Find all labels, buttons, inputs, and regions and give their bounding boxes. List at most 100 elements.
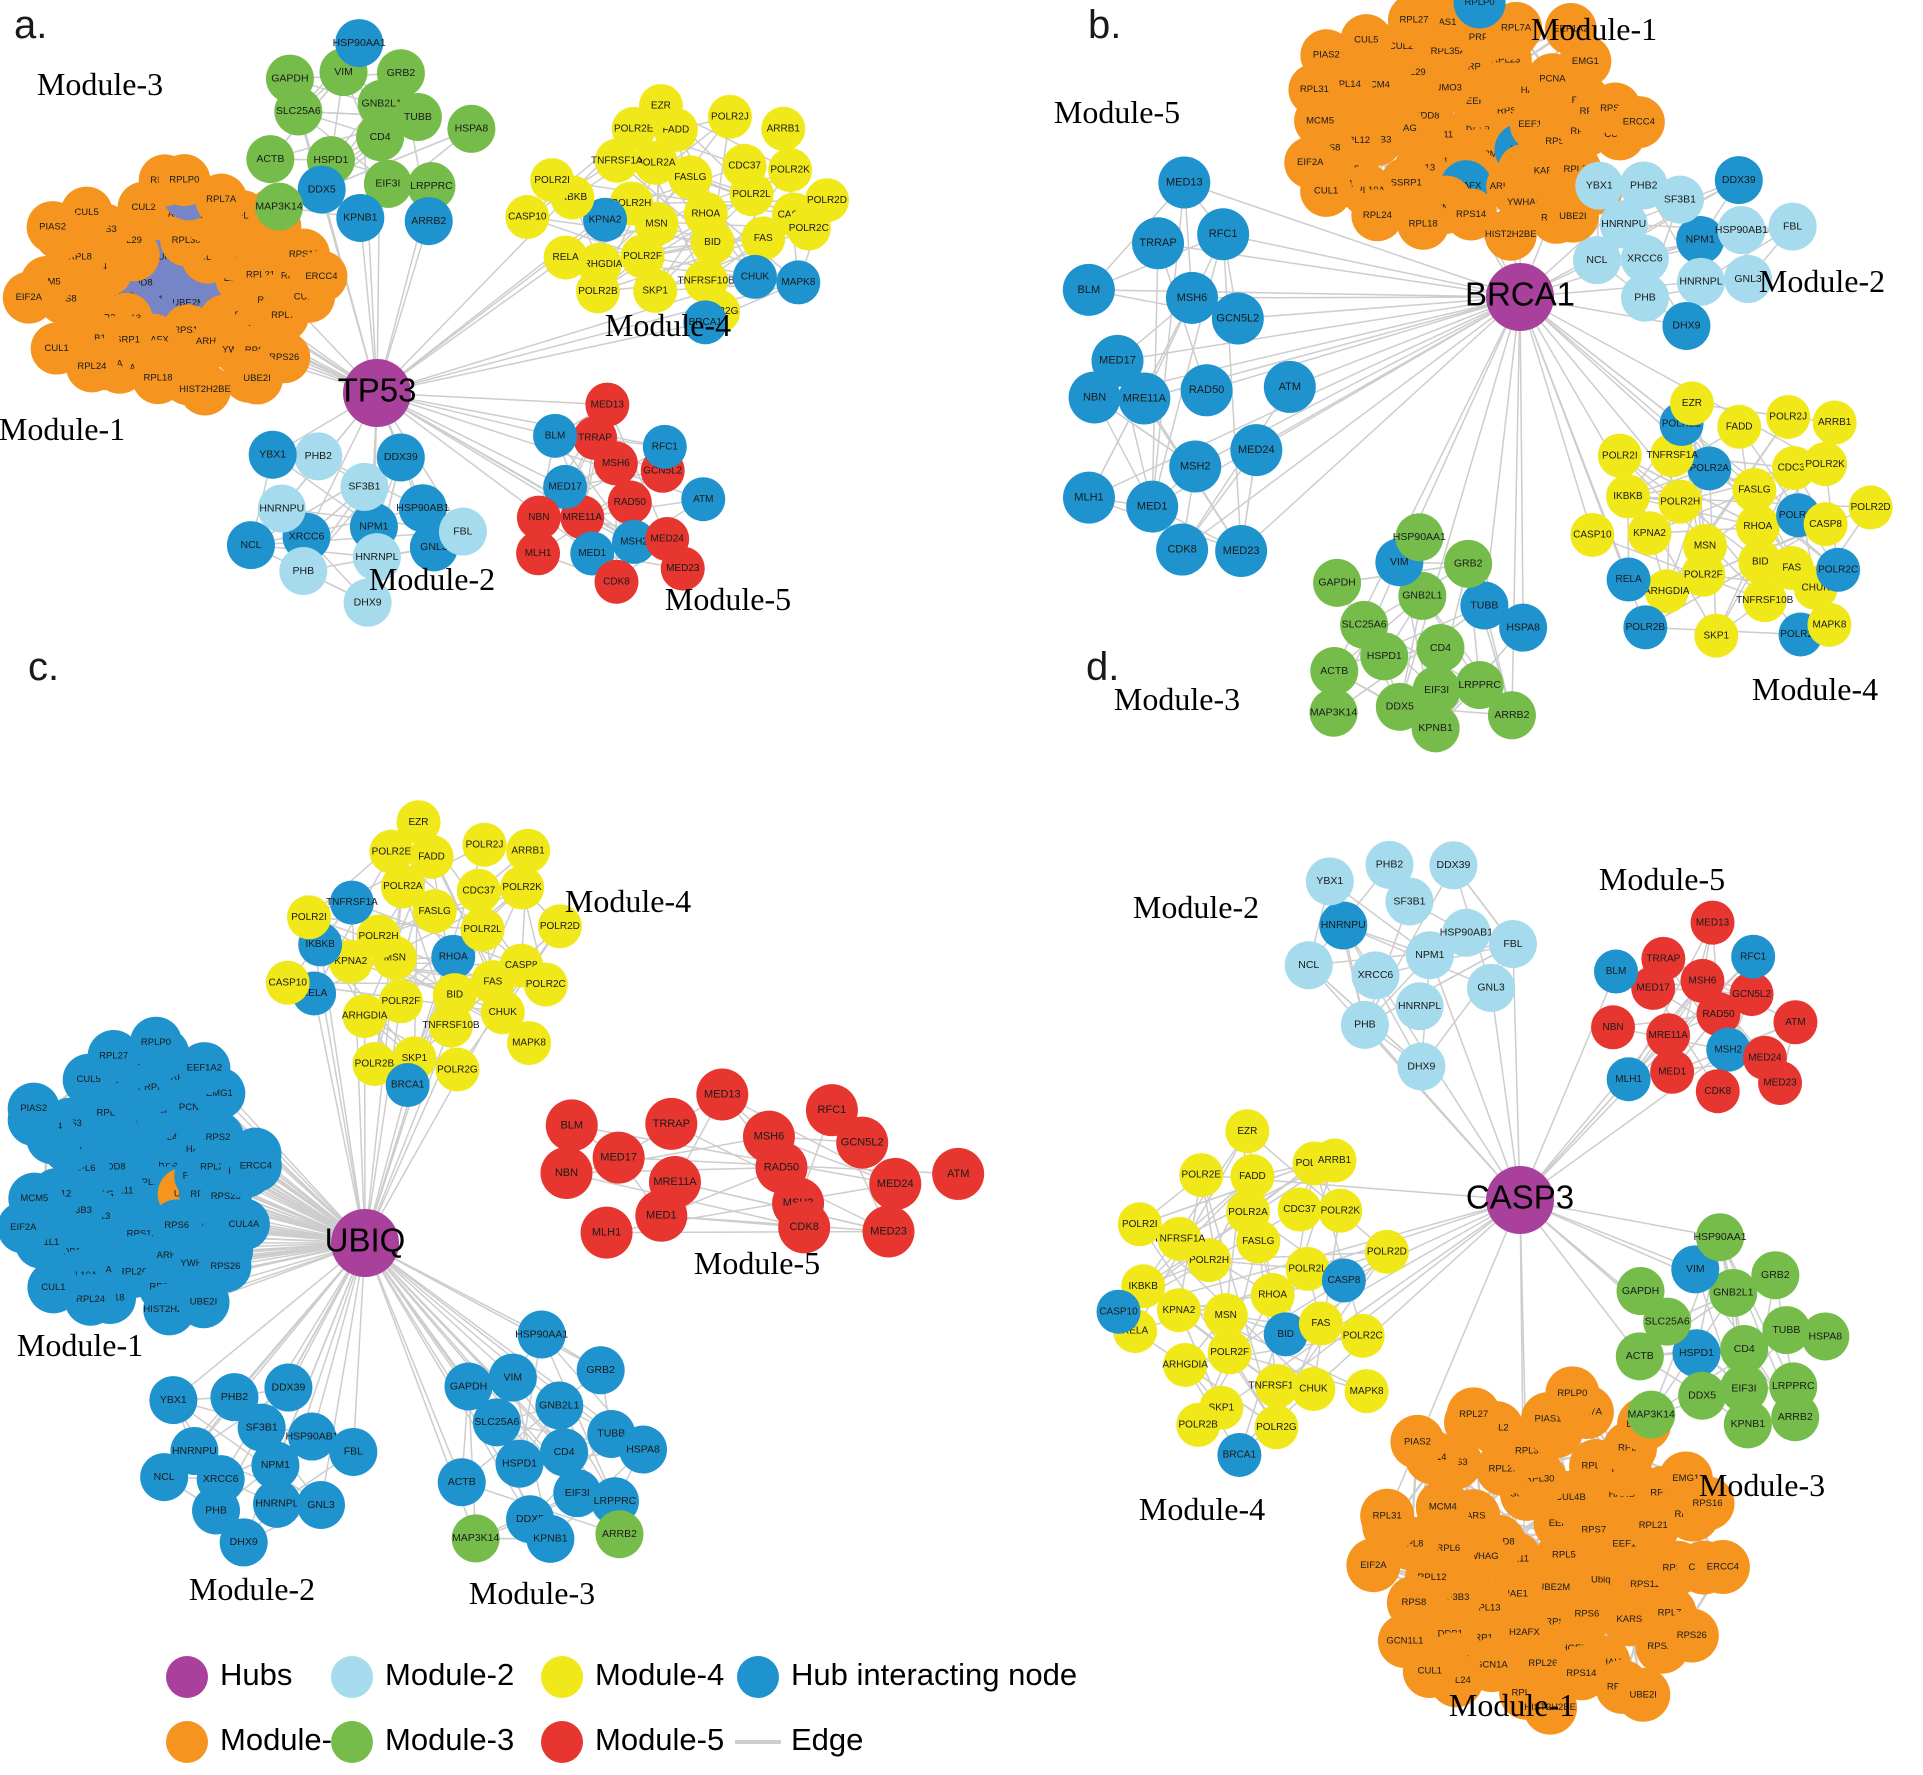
node-CASP10 [505, 195, 550, 240]
node-HNRNPU [1319, 901, 1368, 950]
hub-edge [376, 128, 635, 394]
node-CUL1 [27, 1261, 80, 1314]
legend-swatch [541, 1656, 583, 1698]
node-ARHGDIA [1644, 569, 1689, 614]
node-YBX1 [1305, 857, 1354, 906]
node-MAPK8 [776, 260, 821, 305]
node-HSP90AB1 [1442, 908, 1491, 957]
node-BID [1263, 1312, 1308, 1357]
node-BID [690, 220, 735, 265]
node-HIST2H2BE [178, 363, 231, 416]
edge [606, 404, 668, 540]
hub-edge [1222, 233, 1521, 298]
legend-swatch [331, 1721, 373, 1763]
node-HNRNPL [1676, 257, 1725, 306]
node-RAD50 [1696, 992, 1741, 1037]
hub-edge [1429, 954, 1521, 1201]
node-POLR2F [1681, 552, 1726, 597]
module-label-Module-1: Module-1 [0, 411, 125, 447]
hub-edge [376, 256, 567, 394]
node-POLR2L [460, 907, 505, 952]
node-HSP90AA1 [1395, 513, 1444, 562]
node-CUL1 [1300, 164, 1353, 217]
node-RFC1 [1731, 934, 1776, 979]
hub-edge [376, 392, 566, 488]
node-GNB2L1 [1709, 1268, 1758, 1317]
node-POLR2I [287, 895, 332, 940]
node-POLR2A [1226, 1190, 1271, 1235]
node-ACTB [437, 1458, 486, 1507]
node-DHX9 [1397, 1042, 1446, 1091]
node-CDK8 [594, 559, 639, 604]
module-label-Module-3: Module-3 [469, 1575, 595, 1611]
node-SKP1 [633, 268, 678, 313]
node-MAP3K14 [255, 182, 304, 231]
node-RFC1 [642, 424, 687, 469]
node-MLH1 [1606, 1057, 1651, 1102]
node-GAPDH [265, 54, 314, 103]
node-DDX5 [297, 165, 346, 214]
edge [1139, 1162, 1315, 1225]
node-RAD50 [1180, 364, 1233, 417]
node-KPNB1 [1723, 1400, 1772, 1449]
node-BRCA1 [385, 1063, 430, 1108]
node-CHUK [480, 990, 525, 1035]
node-GRB2 [1751, 1251, 1800, 1300]
node-POLR2G [435, 1047, 480, 1092]
node-HNRNPL [352, 533, 401, 582]
node-HIST2H2BE [1484, 208, 1537, 261]
hub-edge [352, 1242, 366, 1452]
hub-node-BRCA1 [1486, 263, 1554, 331]
node-MLH1 [516, 531, 561, 576]
node-FBL [1768, 202, 1817, 251]
module-label-Module-4: Module-4 [1139, 1491, 1265, 1527]
node-MED24 [869, 1157, 922, 1210]
edge [321, 128, 472, 191]
node-MED17 [543, 464, 588, 509]
node-POLR2I [1597, 433, 1642, 478]
node-POLR2J [707, 94, 752, 139]
node-MED1 [1650, 1049, 1695, 1094]
edge [461, 1369, 602, 1483]
node-POLR2J [1766, 394, 1811, 439]
node-HSP90AB1 [288, 1412, 337, 1461]
node-MED1 [635, 1189, 688, 1242]
node-SLC25A6 [1340, 600, 1389, 649]
edge [1592, 534, 1765, 601]
node-GCN5L2 [1211, 292, 1264, 345]
node-EIF2A [2, 271, 55, 324]
hub-edge [1519, 296, 1524, 628]
legend-item-edge: Edge [735, 1722, 863, 1757]
legend-item-module-3: Module-3 [331, 1721, 514, 1763]
node-CDC37 [722, 143, 767, 188]
node-DDX39 [264, 1363, 313, 1412]
node-KPNA2 [1627, 511, 1672, 556]
node-FASLG [668, 155, 713, 200]
hub-edge [308, 917, 366, 1244]
node-TRRAP [1641, 936, 1686, 981]
node-BLM [533, 413, 578, 458]
node-EIF3I [1719, 1364, 1768, 1413]
node-BLM [545, 1099, 598, 1152]
node-GAPDH [1313, 558, 1362, 607]
node-HSP90AA1 [1696, 1213, 1745, 1262]
module-label-Module-4: Module-4 [1752, 671, 1878, 707]
node-HSP90AA1 [517, 1310, 566, 1359]
edge [1229, 1351, 1367, 1392]
node-KPNB1 [336, 193, 385, 242]
node-SF3B1 [1655, 175, 1704, 224]
node-NBN [540, 1146, 593, 1199]
node-XRCC6 [1351, 951, 1400, 1000]
node-KPNA2 [1156, 1288, 1201, 1333]
node-RPS26 [1664, 1608, 1719, 1663]
legend-label: Module-3 [385, 1722, 514, 1757]
node-SF3B1 [340, 462, 389, 511]
node-PHB [1340, 1000, 1389, 1049]
node-POLR2E [369, 829, 414, 874]
node-MSH6 [1165, 271, 1218, 324]
node-MED24 [1230, 424, 1283, 477]
hub-edge [1519, 1034, 1669, 1201]
node-CDC37 [1277, 1187, 1322, 1232]
node-RPL27 [1446, 1387, 1501, 1442]
node-GRB2 [576, 1346, 625, 1395]
